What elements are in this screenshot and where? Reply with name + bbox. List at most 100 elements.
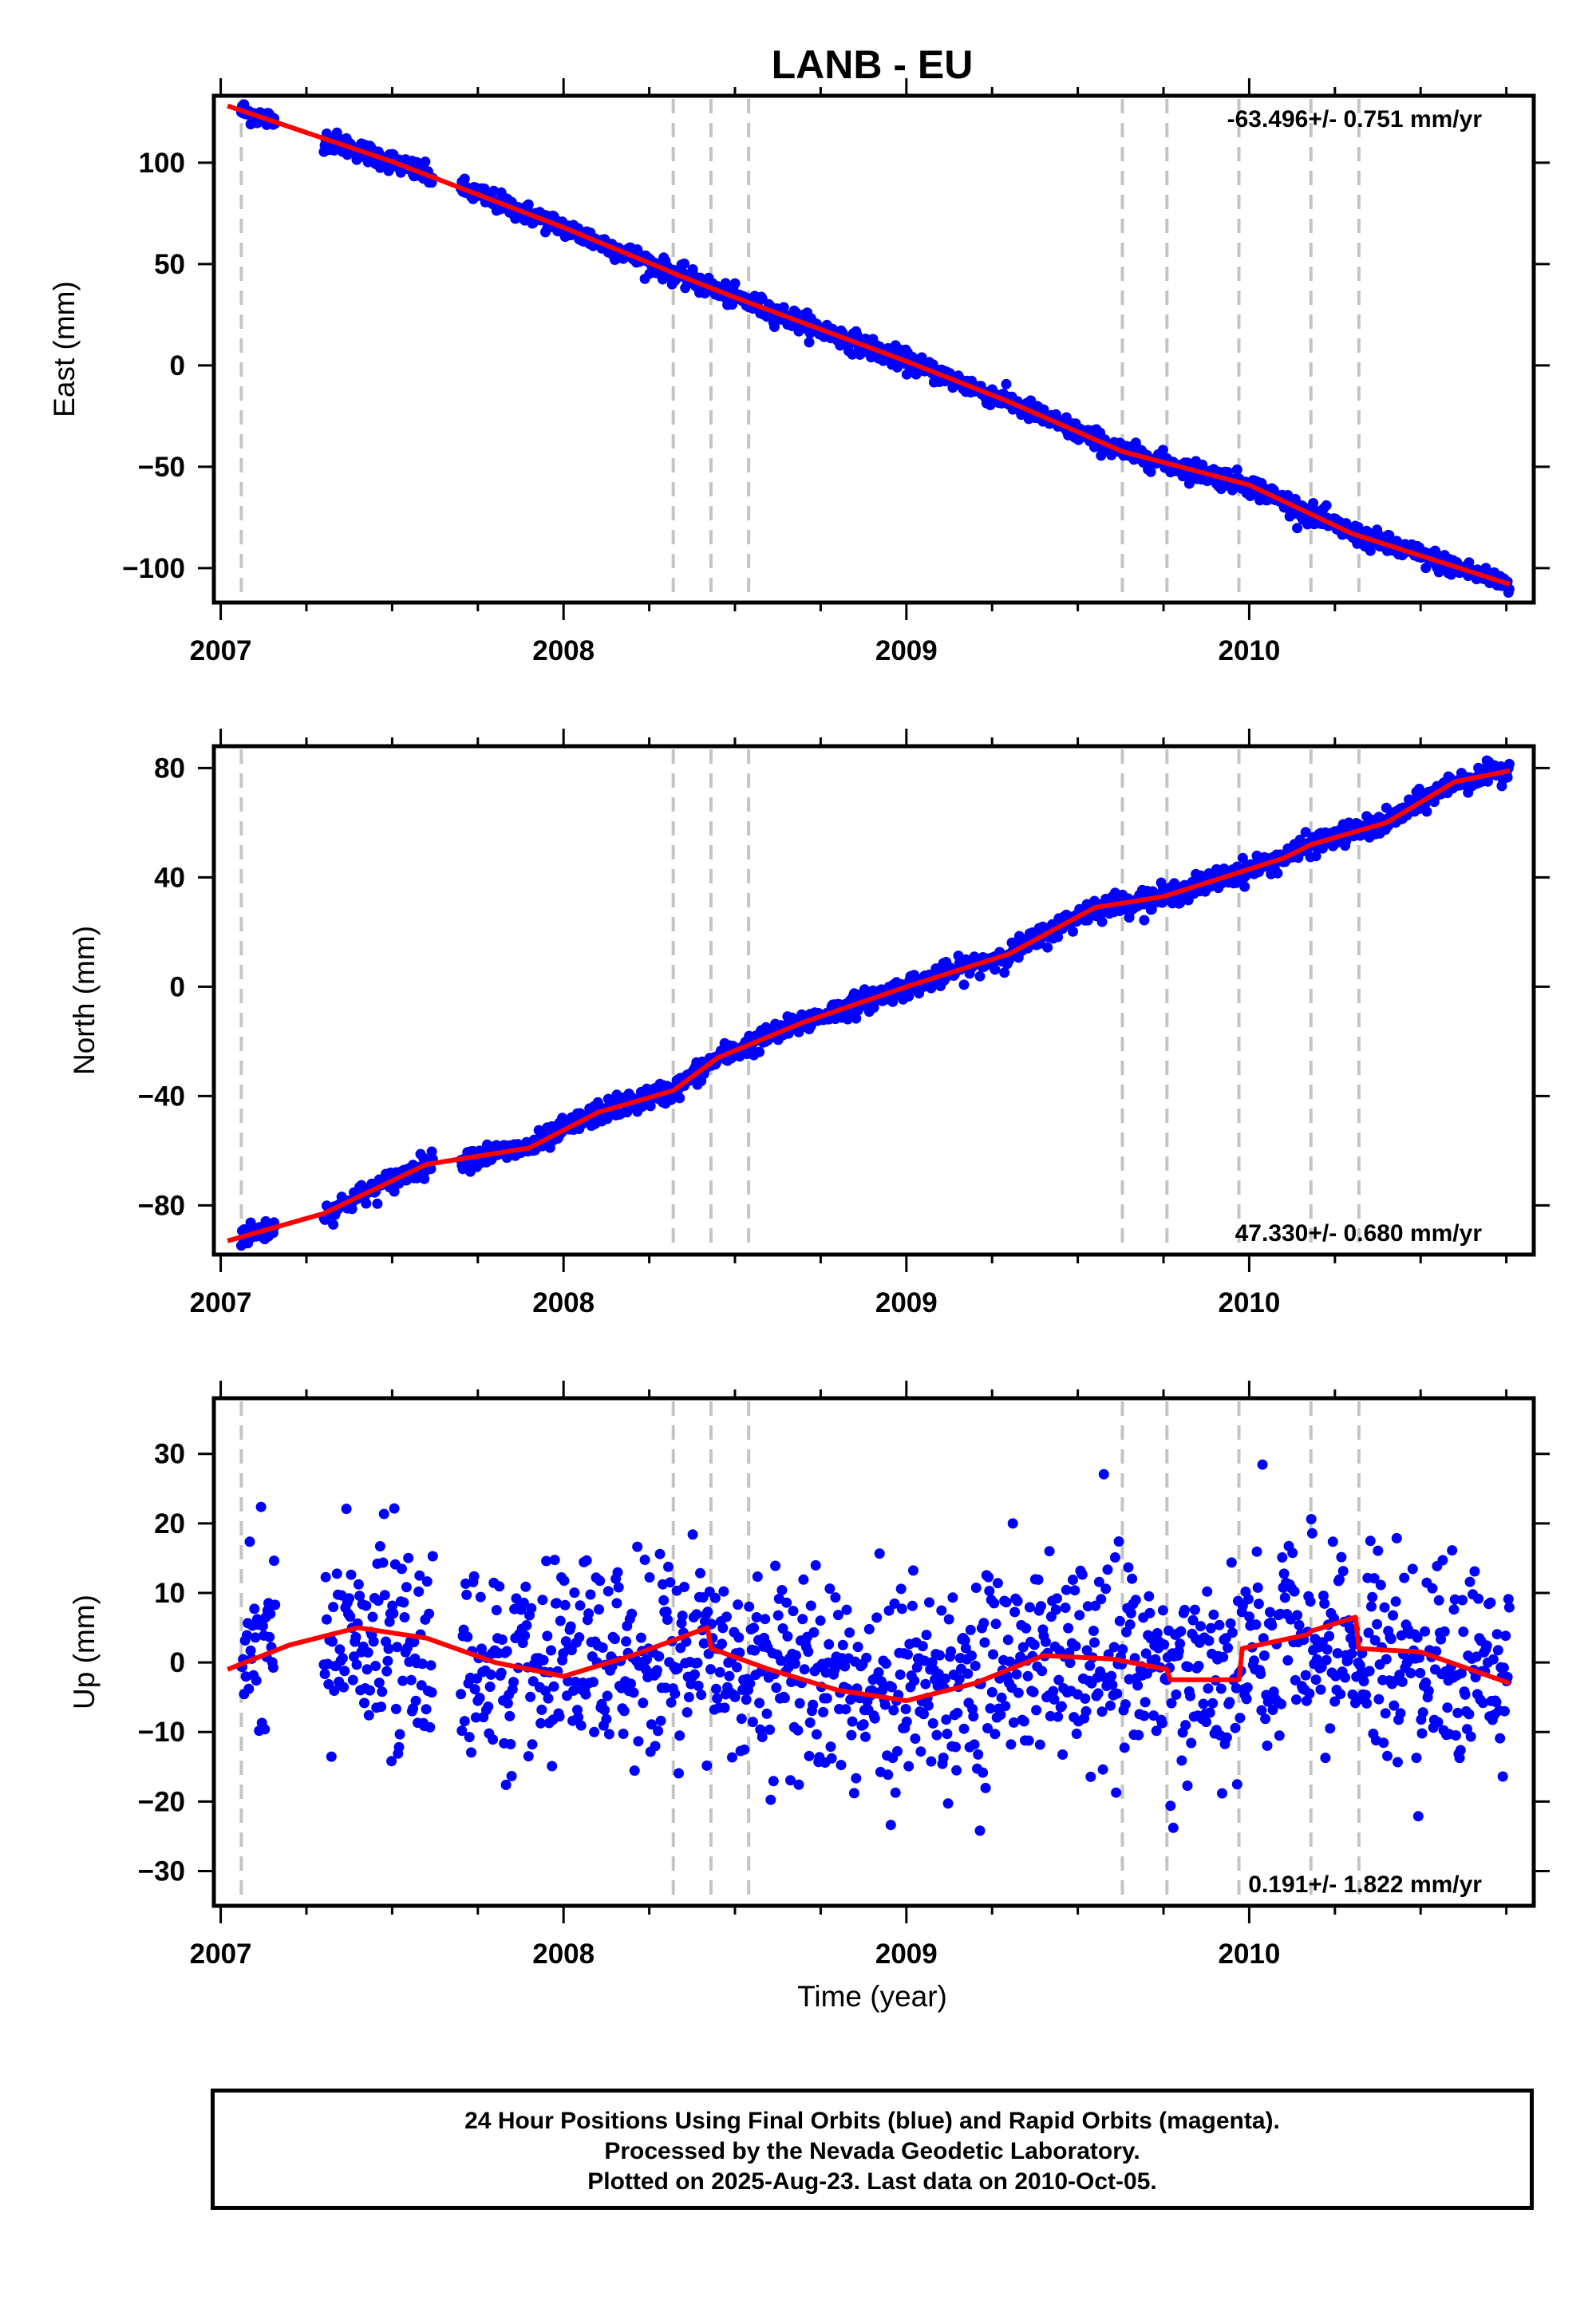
data-point (1251, 1546, 1262, 1557)
data-point (1218, 1651, 1229, 1662)
data-point (1274, 1730, 1285, 1741)
data-point (568, 1685, 579, 1696)
data-point (1388, 1610, 1399, 1621)
data-point (410, 1695, 421, 1706)
data-point (1011, 1669, 1022, 1680)
data-point (603, 1729, 614, 1740)
data-point (401, 1582, 412, 1593)
data-point (658, 1595, 670, 1606)
data-point (1175, 1626, 1187, 1637)
data-point (803, 1646, 814, 1658)
data-point (519, 1630, 531, 1641)
data-point (771, 1682, 782, 1694)
data-point (1065, 1658, 1076, 1669)
data-point (427, 1551, 438, 1562)
data-point (794, 1697, 805, 1709)
x-tick-label: 2007 (190, 1939, 252, 1970)
data-point (456, 1725, 468, 1737)
data-point (911, 369, 922, 380)
data-point (851, 1773, 862, 1784)
data-point (848, 1788, 859, 1799)
data-point (1449, 1594, 1460, 1605)
data-point (693, 1680, 704, 1691)
data-point (1113, 1536, 1124, 1547)
data-point (1146, 904, 1157, 915)
data-point (1318, 1591, 1329, 1601)
data-point (601, 1713, 612, 1725)
data-point (583, 1608, 595, 1619)
data-point (241, 1630, 252, 1641)
data-point (844, 1627, 855, 1638)
data-point (1049, 1694, 1060, 1705)
data-point (751, 1612, 762, 1622)
data-point (1278, 1568, 1290, 1579)
data-point (1002, 1634, 1013, 1646)
data-point (350, 1631, 361, 1642)
data-point (1203, 1683, 1214, 1694)
data-point (321, 1614, 332, 1625)
data-point (1279, 1592, 1290, 1603)
data-point (575, 1600, 586, 1611)
data-point (351, 1659, 362, 1670)
data-point (1498, 1662, 1509, 1674)
data-point (474, 1693, 485, 1703)
data-point (523, 199, 534, 210)
data-point (1337, 1566, 1349, 1577)
data-point (501, 1646, 512, 1657)
data-point (681, 1707, 693, 1718)
data-point (861, 1652, 872, 1663)
data-point (711, 1683, 721, 1694)
data-point (1205, 1622, 1216, 1634)
data-point (1127, 1573, 1138, 1584)
data-point (1009, 1607, 1021, 1618)
data-point (988, 1649, 998, 1660)
data-point (1061, 1584, 1072, 1595)
data-point (361, 1600, 372, 1611)
data-point (1231, 1779, 1242, 1790)
data-point (505, 1739, 516, 1749)
data-point (1393, 1757, 1403, 1768)
data-point (1096, 916, 1108, 927)
data-point (985, 1703, 996, 1714)
data-point (760, 1614, 771, 1625)
data-point (895, 1669, 906, 1680)
data-point (992, 1578, 1003, 1589)
data-point (599, 1705, 610, 1716)
data-point (903, 991, 915, 1002)
data-point (485, 1669, 496, 1680)
data-point (986, 1686, 998, 1697)
data-point (417, 1658, 428, 1670)
data-point (496, 1634, 508, 1645)
data-point (717, 1638, 728, 1650)
data-point (1310, 851, 1321, 862)
data-point (334, 1644, 346, 1655)
data-point (1417, 1707, 1428, 1718)
data-point (1013, 1687, 1024, 1698)
data-point (1198, 1698, 1209, 1709)
data-point (824, 1583, 836, 1595)
data-point (548, 1681, 559, 1692)
data-point (674, 1730, 685, 1741)
data-point (468, 1571, 480, 1582)
rate-annotation: -63.496+/- 0.751 mm/yr (1227, 106, 1483, 132)
data-point (1034, 1739, 1045, 1750)
data-point (757, 1732, 768, 1742)
data-point (1227, 1627, 1238, 1638)
data-point (585, 1589, 596, 1600)
data-point (650, 1741, 661, 1752)
data-point (1366, 1601, 1377, 1612)
data-point (420, 156, 431, 168)
data-point (888, 1705, 899, 1716)
data-point (459, 1716, 470, 1727)
data-point (1365, 1535, 1376, 1547)
data-point (936, 1605, 947, 1616)
data-point (1202, 1586, 1213, 1597)
y-tick-label: 0 (170, 1647, 185, 1678)
data-point (709, 1592, 721, 1603)
data-point (319, 1669, 330, 1679)
data-point (781, 1597, 792, 1608)
data-point (1253, 1599, 1264, 1610)
data-point (1159, 1639, 1170, 1650)
data-point (1053, 1674, 1065, 1686)
